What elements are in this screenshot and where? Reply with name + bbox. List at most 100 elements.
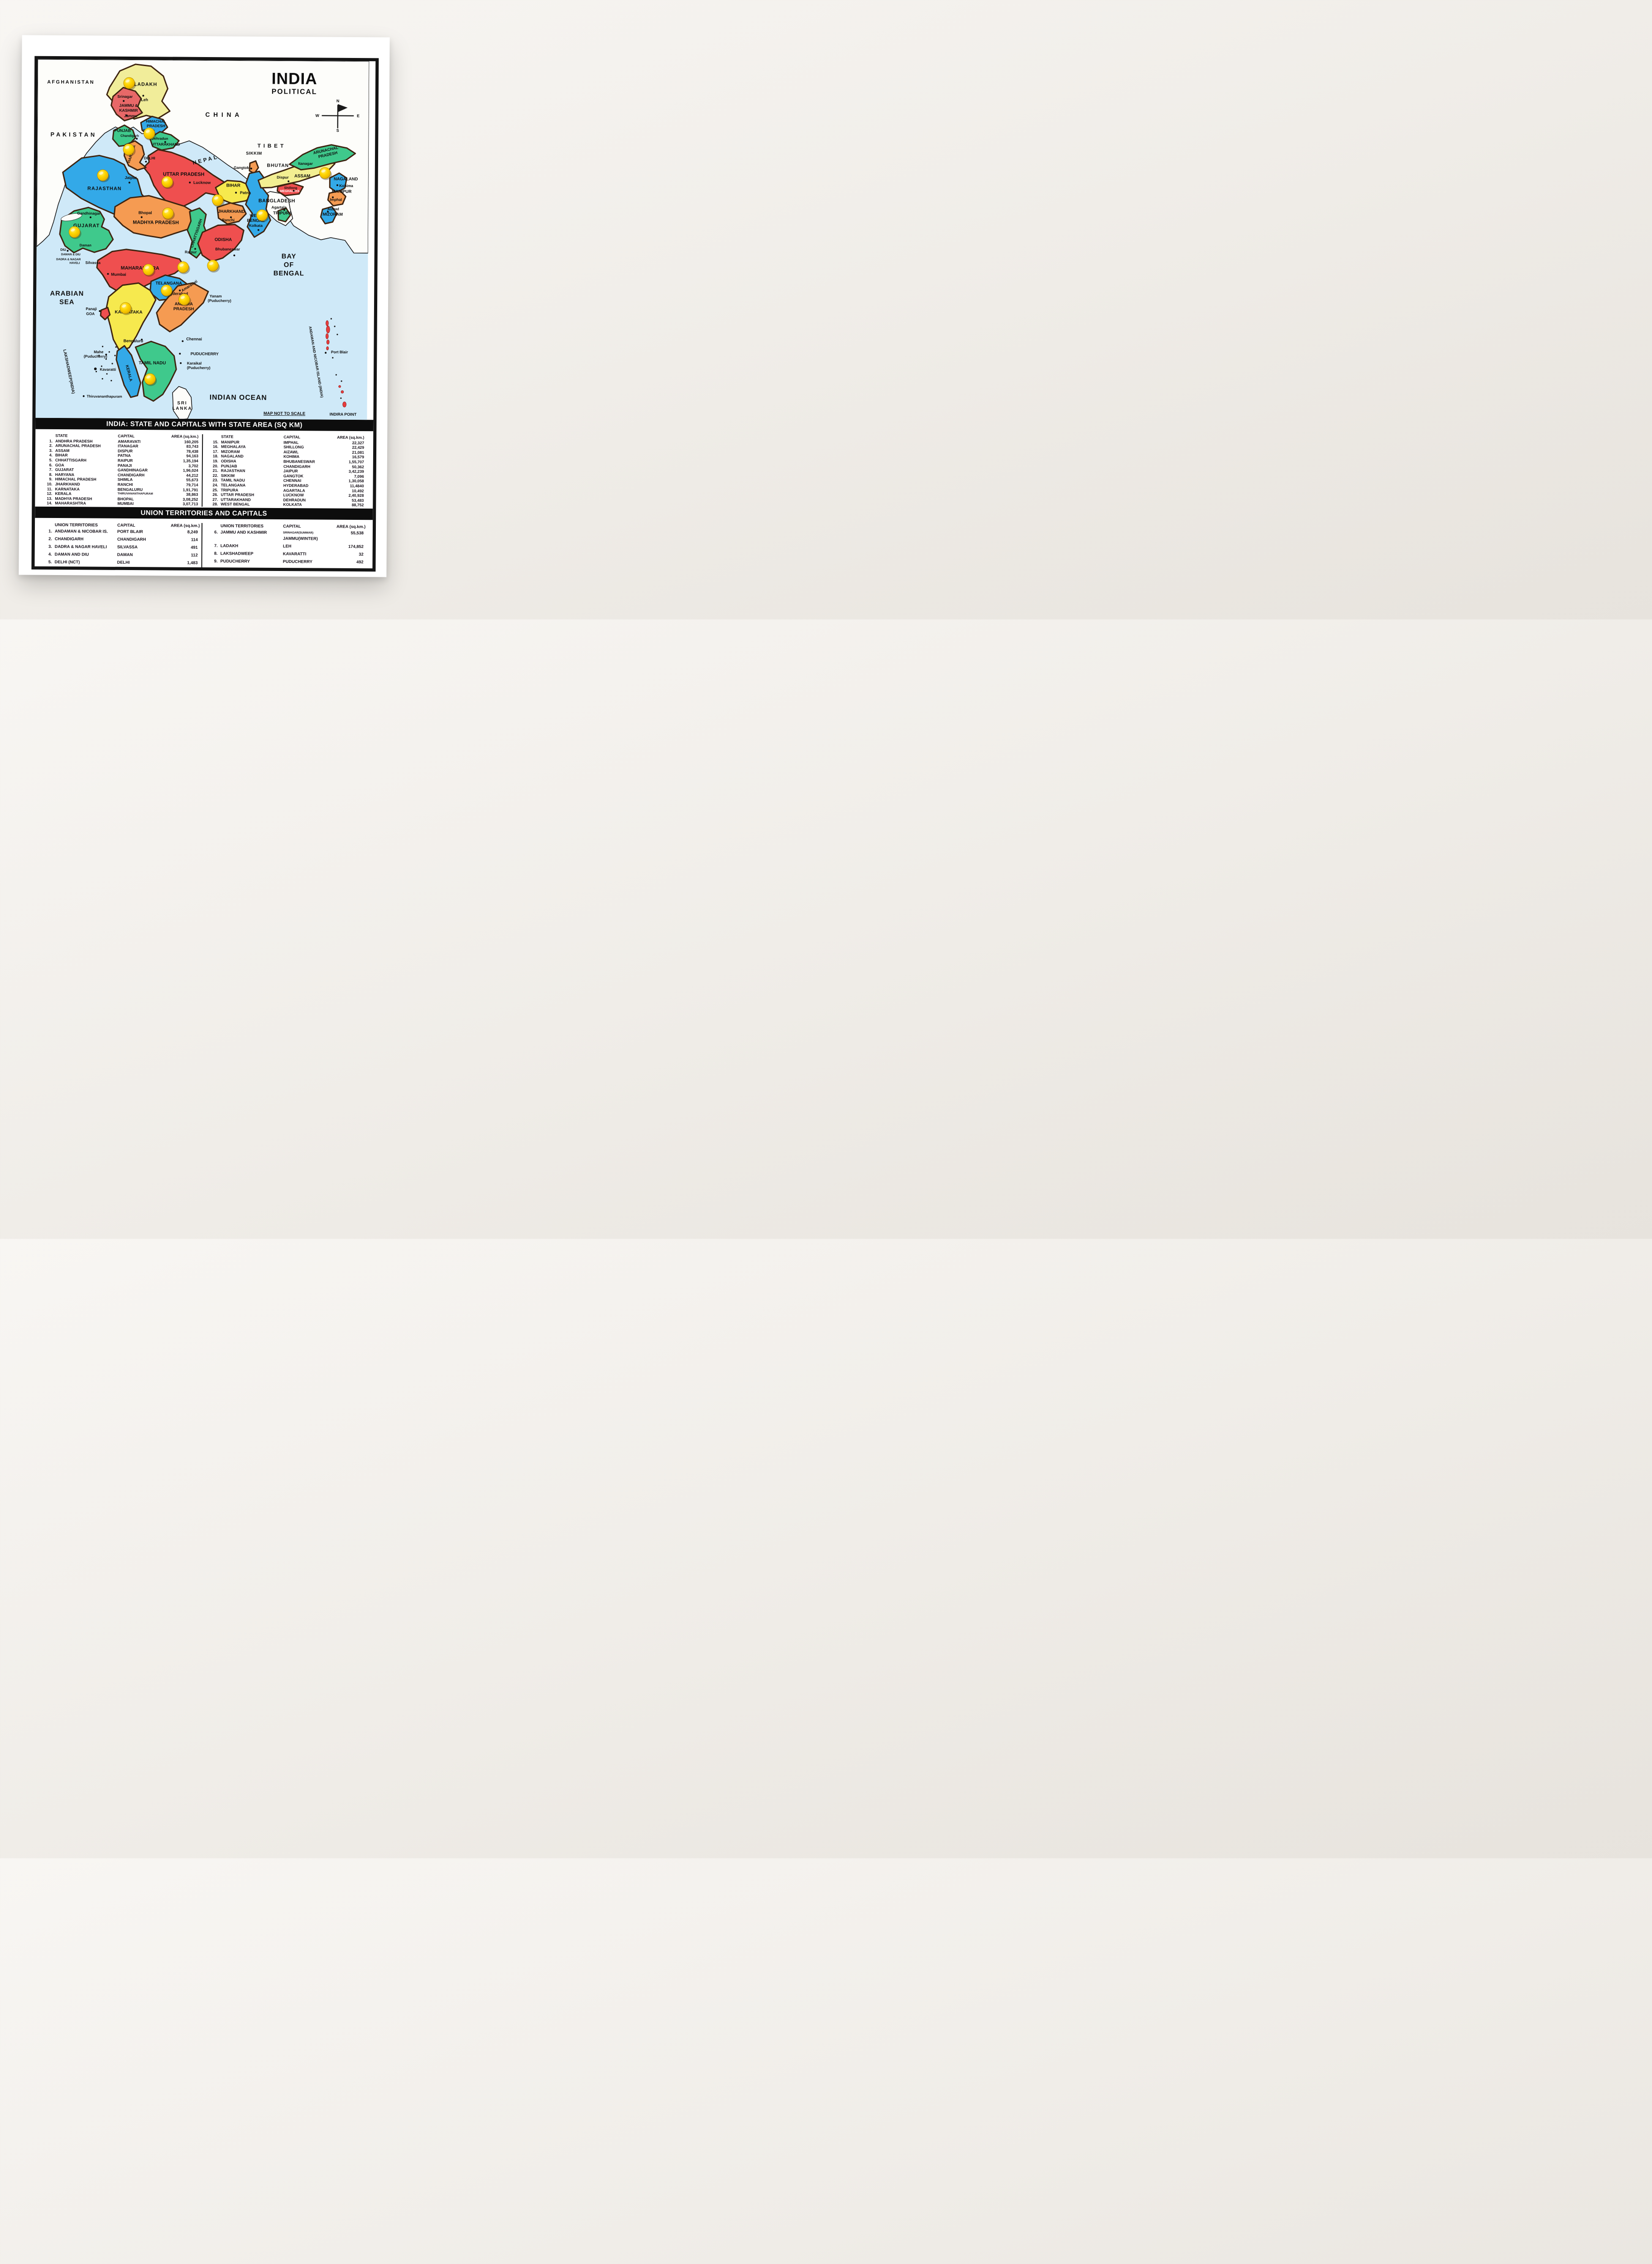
- city-dot-karaikal-1: [180, 362, 182, 364]
- puzzle-knob[interactable]: [256, 209, 269, 222]
- city-dot-bhubaneswar: [233, 254, 235, 257]
- puzzle-knob[interactable]: [212, 194, 225, 207]
- map-label-srilanka-2: LANKA: [172, 406, 192, 411]
- puzzle-knob[interactable]: [68, 226, 82, 239]
- city-dot-bengaluru: [141, 338, 143, 341]
- map-label-assam: ASSAM: [294, 174, 310, 179]
- map-label-title-india: INDIA: [272, 69, 317, 88]
- map-label-mumbai: Mumbai: [111, 272, 126, 277]
- map-label-madhya-pradesh: MADHYA PRADESH: [133, 220, 179, 225]
- map-label-karaikal-1: Karaikal: [187, 361, 202, 365]
- map-label-dadra-2: HAVELI: [70, 262, 80, 265]
- table-row: 3. DADRA & NAGAR HAVELI SILVASSA 491: [48, 544, 198, 550]
- puzzle-knob[interactable]: [144, 373, 157, 386]
- map-label-gujarat: GUJARAT: [73, 223, 100, 228]
- puzzle-knob[interactable]: [161, 284, 173, 297]
- city-dot-leh: [142, 95, 144, 97]
- map-label-raipur: Raipur: [185, 249, 197, 254]
- city-dot-gangtok: [250, 168, 252, 170]
- puzzle-board: INDIA POLITICAL AFGHANISTAN PAKISTAN CHINA TI…: [19, 35, 390, 577]
- map-label-karaikal-2: (Puducherry): [187, 365, 211, 370]
- table-row: 5. DELHI (NCT) DELHI 1,483: [48, 559, 198, 565]
- city-dot-bhopal: [140, 216, 143, 218]
- map-label-china: CHINA: [205, 111, 243, 119]
- map-label-andhra-2: PRADESH: [173, 307, 194, 311]
- puzzle-knob[interactable]: [178, 293, 192, 307]
- state-jharkhand[interactable]: [216, 202, 247, 225]
- map-label-yanam-1: Yanam: [210, 294, 222, 298]
- state-tripura[interactable]: [277, 207, 291, 222]
- puzzle-knob[interactable]: [120, 302, 133, 315]
- map-label-himachal-2: PRADESH: [147, 124, 165, 128]
- state-jammu-kashmir[interactable]: [110, 86, 143, 122]
- map-label-odisha: ODISHA: [215, 237, 232, 242]
- state-sikkim[interactable]: [249, 160, 259, 174]
- city-dot-agartala: [283, 209, 285, 211]
- map-label-panaji: Panaji: [86, 307, 97, 311]
- lakshadweep-islands: [95, 345, 117, 382]
- puzzle-knob[interactable]: [177, 261, 190, 274]
- state-mizoram[interactable]: [320, 206, 338, 225]
- puzzle-knob[interactable]: [207, 259, 220, 273]
- map-label-mahe-1: Mahe: [94, 350, 104, 354]
- state-goa[interactable]: [100, 307, 111, 321]
- map-label-aizawl: Aizawl: [327, 206, 339, 211]
- map-label-mahe-2: (Puducherry): [84, 354, 107, 359]
- city-dot-panaji: [99, 310, 101, 312]
- map-label-chennai: Chennai: [186, 336, 202, 341]
- map-label-meghalaya: MEGHALAYA: [280, 190, 299, 193]
- puzzle-knob[interactable]: [162, 207, 175, 221]
- city-dot-srinagar: [123, 100, 125, 102]
- map-label-imphal: Imphal: [330, 197, 342, 202]
- map-label-bangladesh: BANGLADESH: [259, 198, 295, 204]
- state-tamil-nadu[interactable]: [134, 341, 177, 402]
- state-karnataka[interactable]: [105, 282, 157, 352]
- city-dot-lucknow: [189, 182, 191, 184]
- states-table-right-column: STATE CAPITAL AREA (sq.km.) 15. MANIPUR IMPHA…: [202, 434, 368, 508]
- table-row: 7. LADAKH LEH 174,852: [214, 543, 364, 549]
- map-label-itanagar: Itanagar: [298, 161, 313, 166]
- map-label-uttarakhand: UTTARAKHAND: [151, 142, 180, 146]
- map-label-yanam-2: (Puducherry): [208, 298, 231, 303]
- state-arunachal-pradesh[interactable]: [288, 144, 356, 171]
- state-punjab[interactable]: [112, 124, 136, 147]
- map-label-kohima: Kohima: [339, 183, 353, 188]
- map-label-jaipur: Jaipur: [125, 175, 137, 180]
- puzzle-knob[interactable]: [143, 264, 155, 277]
- map-label-arabian-sea-2: SEA: [59, 299, 74, 306]
- map-label-telangana: TELANGANA: [155, 281, 182, 285]
- puzzle-knob[interactable]: [161, 176, 174, 189]
- puzzle-knob[interactable]: [143, 127, 156, 140]
- map-label-gandhinagar: Gandhinagar: [77, 211, 101, 216]
- puzzle-knob[interactable]: [123, 77, 136, 90]
- puzzle-knob[interactable]: [97, 169, 110, 182]
- city-dot-port-blair: [325, 352, 327, 354]
- map-label-srinagar: Srinagar: [117, 94, 133, 99]
- city-dot-patna: [235, 192, 237, 194]
- map-label-bay-2: OF: [284, 261, 294, 269]
- table-header-row: STATE CAPITAL AREA (sq.km.): [221, 434, 365, 440]
- map-label-tripura: TRIPURA: [273, 211, 292, 215]
- state-andhra-pradesh[interactable]: [156, 282, 209, 332]
- ut-table-left-column: UNION TERRITORIES CAPITAL AREA (sq.km.) 1. A…: [40, 522, 202, 568]
- table-row: 1. ANDAMAN & NICOBAR IS. PORT BLAIR 8,249: [48, 528, 198, 534]
- puzzle-knob[interactable]: [123, 144, 136, 157]
- state-odisha[interactable]: [197, 224, 245, 263]
- puzzle-knob[interactable]: [319, 167, 332, 180]
- map-label-diu: DIU: [60, 248, 66, 252]
- states-table-left-column: STATE CAPITAL AREA (sq.km.) 1. ANDHRA PRADES…: [40, 433, 202, 507]
- state-uttarakhand[interactable]: [149, 131, 180, 151]
- state-nagaland[interactable]: [329, 172, 348, 193]
- state-manipur[interactable]: [327, 190, 346, 206]
- map-label-compass-e: E: [357, 114, 360, 118]
- state-kerala[interactable]: [115, 345, 142, 398]
- city-dot-kohima: [336, 184, 338, 187]
- map-label-gangtok: Gangtok: [234, 165, 249, 170]
- state-meghalaya[interactable]: [276, 182, 304, 197]
- map-label-bay-3: BENGAL: [274, 270, 304, 277]
- state-uttar-pradesh[interactable]: [143, 149, 230, 207]
- map-label-indian-ocean: INDIAN OCEAN: [210, 393, 267, 402]
- map-label-shillong: Shillong: [284, 186, 298, 190]
- map-label-dehradun: Dehradun: [152, 136, 168, 140]
